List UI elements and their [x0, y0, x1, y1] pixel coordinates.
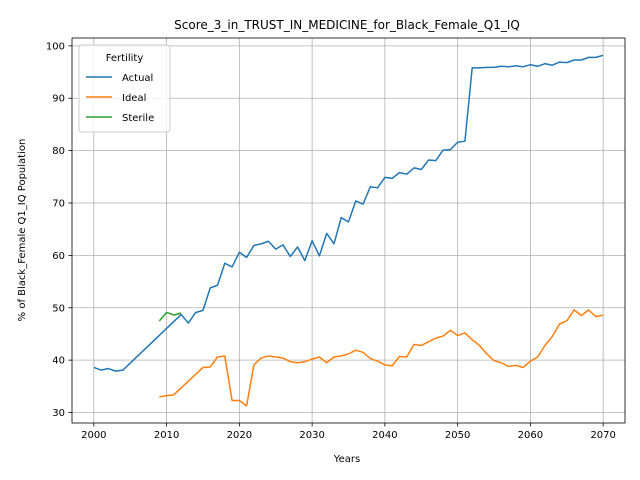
legend-label-actual: Actual [122, 73, 153, 84]
x-tick-label: 2040 [372, 430, 397, 441]
y-tick-label: 90 [52, 94, 65, 105]
y-tick-label: 60 [52, 251, 65, 262]
chart-title: Score_3_in_TRUST_IN_MEDICINE_for_Black_F… [174, 18, 520, 32]
legend-label-ideal: Ideal [122, 93, 146, 104]
series-lines [93, 54, 604, 407]
y-tick-label: 30 [52, 408, 65, 419]
y-tick-label: 40 [52, 356, 65, 367]
y-tick-label: 100 [46, 41, 65, 52]
series-line-sterile [158, 311, 182, 322]
series-line-actual [93, 54, 604, 372]
x-tick-label: 2020 [227, 430, 252, 441]
legend-title: Fertility [106, 53, 144, 64]
y-axis-label: % of Black_Female Q1_IQ Population [17, 139, 28, 322]
x-tick-label: 2000 [81, 430, 106, 441]
axis-ticks: 2000 2010 2020 2030 2040 2050 2060 2070 30 40 50 60… [46, 41, 616, 441]
x-tick-label: 2050 [445, 430, 470, 441]
x-tick-label: 2010 [154, 430, 179, 441]
legend: Fertility Actual Ideal Sterile [78, 44, 171, 133]
legend-label-sterile: Sterile [122, 113, 154, 124]
y-tick-label: 50 [52, 303, 65, 314]
y-tick-label: 80 [52, 146, 65, 157]
x-tick-label: 2030 [299, 430, 324, 441]
x-axis-label: Years [333, 454, 360, 465]
x-tick-label: 2060 [518, 430, 543, 441]
series-line-ideal [159, 309, 604, 407]
x-tick-label: 2070 [590, 430, 615, 441]
plot-frame [71, 37, 626, 424]
legend-box [78, 44, 171, 133]
y-tick-label: 70 [52, 199, 65, 210]
